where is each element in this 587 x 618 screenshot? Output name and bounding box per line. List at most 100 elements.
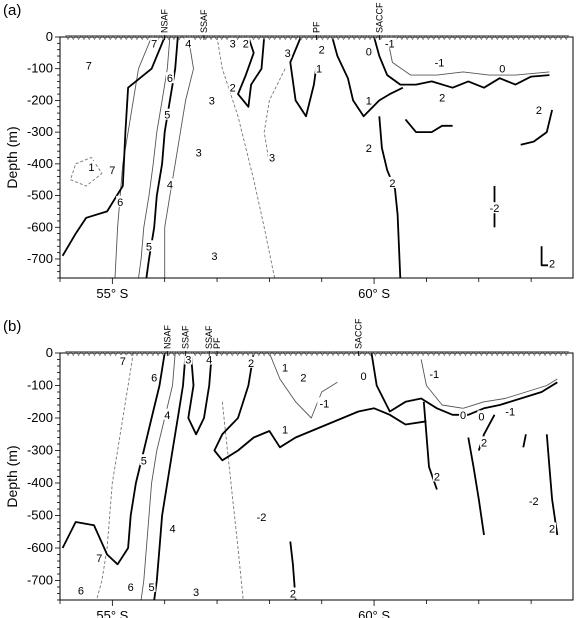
y-tick-label: 0 bbox=[46, 29, 53, 44]
y-tick-label: -600 bbox=[27, 540, 53, 555]
contour-lines bbox=[61, 37, 555, 278]
contour-label-bg bbox=[163, 108, 172, 120]
contour-label: 3 bbox=[285, 48, 291, 60]
contour-label-bg bbox=[526, 494, 541, 506]
contour-label-bg bbox=[317, 43, 326, 55]
contour-line-level-2 bbox=[378, 116, 402, 278]
contour-label: 4 bbox=[167, 179, 173, 191]
front-label-ssaf: SSAF bbox=[199, 9, 209, 33]
contour-label: -2 bbox=[529, 496, 539, 508]
contour-label: 0 bbox=[366, 46, 372, 58]
front-label-ssaf: SSAF bbox=[181, 325, 191, 349]
contour-label-bg bbox=[108, 164, 117, 176]
contour-line-level-6 bbox=[61, 37, 166, 257]
contour-label: 6 bbox=[117, 197, 123, 209]
contour-label: 4 bbox=[206, 355, 212, 367]
contour-line-level-1 bbox=[331, 37, 404, 118]
y-tick-label: -200 bbox=[27, 92, 53, 107]
contour-line-level-3 bbox=[216, 37, 276, 278]
front-label-nsaf: NSAF bbox=[162, 324, 172, 349]
contour-label: 1 bbox=[366, 95, 372, 107]
contour-lines bbox=[61, 353, 559, 600]
contour-label-bg bbox=[281, 423, 290, 435]
y-tick-label: -100 bbox=[27, 378, 53, 393]
front-label-nsaf: NSAF bbox=[160, 8, 170, 33]
x-tick-label: 55° S bbox=[96, 608, 128, 618]
contour-label-bg bbox=[281, 361, 290, 373]
contour-label-bg bbox=[359, 369, 368, 381]
contour-label-bg bbox=[548, 522, 557, 534]
contour-line-level-4 bbox=[153, 353, 187, 600]
contour-label: 3 bbox=[193, 587, 199, 599]
contour-label: 4 bbox=[169, 524, 175, 536]
contour-label-bg bbox=[184, 37, 193, 49]
contour-label: 4 bbox=[164, 410, 170, 422]
contour-label-bg bbox=[268, 151, 277, 163]
y-axis-title: Depth (m) bbox=[4, 445, 20, 507]
y-tick-label: -700 bbox=[27, 573, 53, 588]
contour-label: 5 bbox=[146, 241, 152, 253]
contour-label-bg bbox=[118, 355, 127, 367]
contour-line-level-3 bbox=[187, 353, 213, 436]
contour-label-bg bbox=[487, 202, 502, 214]
contour-label: 5 bbox=[164, 110, 170, 122]
contour-line-level-3 bbox=[221, 401, 244, 600]
contour-label: 2 bbox=[230, 83, 236, 95]
contour-label: 2 bbox=[243, 38, 249, 50]
contour-label: 3 bbox=[209, 95, 215, 107]
contour-label-bg bbox=[95, 551, 104, 563]
contour-label-bg bbox=[283, 46, 292, 58]
contour-label: 6 bbox=[167, 73, 173, 85]
contour-label-bg bbox=[388, 176, 397, 188]
contour-label: 1 bbox=[88, 162, 94, 174]
contour-label: 0 bbox=[478, 411, 484, 423]
contour-label-bg bbox=[459, 408, 468, 420]
x-tick-label: 60° S bbox=[358, 608, 390, 618]
front-label-pf: PF bbox=[212, 337, 222, 349]
contour-label: -2 bbox=[257, 512, 267, 524]
contour-label-bg bbox=[139, 454, 148, 466]
contour-line-level-2 bbox=[289, 37, 318, 118]
contour-label: 0 bbox=[499, 64, 505, 76]
contour-label: 3 bbox=[269, 153, 275, 165]
contour-line-level-5 bbox=[140, 353, 176, 600]
contour-label: 2 bbox=[290, 589, 296, 601]
contour-label: 7 bbox=[96, 553, 102, 565]
contour-label: -2 bbox=[490, 203, 500, 215]
contour-label: 2 bbox=[248, 358, 254, 370]
contour-label-bg bbox=[432, 470, 441, 482]
contour-label-bg bbox=[432, 56, 447, 68]
contour-label: 6 bbox=[78, 585, 84, 597]
contour-line-level-5 bbox=[138, 37, 171, 278]
contour-label: 2 bbox=[389, 178, 395, 190]
contour-label-bg bbox=[184, 353, 193, 365]
contour-label: 2 bbox=[549, 259, 555, 271]
contour-label-bg bbox=[126, 581, 135, 592]
panel-label: (a) bbox=[3, 2, 21, 19]
contour-label: 6 bbox=[128, 582, 134, 594]
contour-label: 2 bbox=[439, 92, 445, 104]
contour-label: 1 bbox=[282, 363, 288, 375]
contour-line-level-2 bbox=[237, 37, 266, 108]
contour-label: -1 bbox=[505, 407, 515, 419]
front-label-ssaf: SSAF bbox=[204, 325, 214, 349]
contour-label: 2 bbox=[481, 437, 487, 449]
y-tick-label: -700 bbox=[27, 251, 53, 266]
contour-label: 1 bbox=[316, 64, 322, 76]
contour-label-bg bbox=[150, 371, 159, 383]
front-label-saccf: SACCF bbox=[353, 318, 363, 349]
contour-label-bg bbox=[165, 72, 174, 84]
y-axis-title: Depth (m) bbox=[4, 126, 20, 188]
contour-label-bg bbox=[498, 62, 507, 74]
y-tick-label: -400 bbox=[27, 475, 53, 490]
y-tick-label: -600 bbox=[27, 219, 53, 234]
contour-label: 1 bbox=[282, 424, 288, 436]
contour-label: 3 bbox=[185, 355, 191, 367]
contour-line-level-neg2 bbox=[522, 434, 527, 448]
contour-label-bg bbox=[163, 408, 172, 420]
contour-line-level-2 bbox=[520, 109, 553, 146]
contour-label-bg bbox=[364, 141, 373, 153]
contour-label-bg bbox=[503, 405, 518, 417]
contour-label-bg bbox=[192, 585, 201, 597]
